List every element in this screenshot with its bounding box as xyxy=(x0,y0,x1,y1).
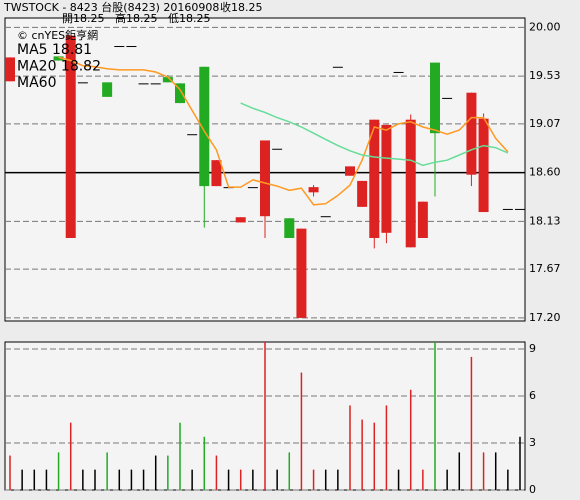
volume-tick-label: 3 xyxy=(529,436,536,449)
candle-body xyxy=(126,46,137,48)
candle-body xyxy=(502,208,513,210)
open-label: 開18.25 xyxy=(62,12,105,25)
high-label: 高18.25 xyxy=(115,11,158,25)
candle-body xyxy=(235,217,246,223)
candle-body xyxy=(296,228,307,318)
candle-body xyxy=(381,124,392,233)
candle-body xyxy=(345,166,355,176)
candle-body xyxy=(5,57,15,82)
candle-body xyxy=(260,140,270,217)
candle-body xyxy=(478,118,489,213)
legend-entry: MA20 18.82 xyxy=(17,59,101,75)
low-label: 低18.25 xyxy=(168,12,211,25)
chart-title: TWSTOCK - 8423 台股(8423) 20160908 xyxy=(3,0,219,14)
y-tick-label: 19.07 xyxy=(529,117,561,130)
legend-entry: MA5 18.81 xyxy=(17,42,92,58)
candle-body xyxy=(430,62,440,134)
volume-tick-label: 6 xyxy=(529,389,536,402)
ma-line xyxy=(240,102,509,167)
candle-body xyxy=(308,187,319,193)
y-tick-label: 17.67 xyxy=(529,262,561,275)
candle-body xyxy=(357,180,368,207)
volume-tick-label: 0 xyxy=(529,483,536,496)
candle-body xyxy=(175,83,185,104)
candle-body xyxy=(150,83,161,85)
source-label: © cnYES鉅亨網 xyxy=(17,28,98,42)
candle-body xyxy=(466,92,477,175)
y-tick-label: 17.20 xyxy=(529,311,561,324)
volume-tick-label: 9 xyxy=(529,342,536,355)
y-tick-label: 18.13 xyxy=(529,214,561,227)
close-label: 收18.25 xyxy=(220,0,263,14)
candle-body xyxy=(102,82,113,97)
candle-body xyxy=(247,187,258,189)
candle-body xyxy=(369,119,380,238)
candle-body xyxy=(442,97,453,99)
y-tick-label: 20.00 xyxy=(529,20,561,33)
candle-body xyxy=(405,119,416,248)
candle-body xyxy=(284,218,295,238)
candle-body xyxy=(162,77,173,83)
legend-entry: MA60 xyxy=(17,75,56,91)
candle-body xyxy=(138,83,149,85)
candle-body xyxy=(417,201,428,238)
candle-body xyxy=(515,208,525,210)
marks: 20.00 19.53 19.07 18.60 18.13 17.67 17.20 0 3 6 9 M… xyxy=(5,20,561,496)
candle-body xyxy=(393,71,404,73)
candle-body xyxy=(199,66,210,187)
candle-body xyxy=(187,134,198,136)
candle-body xyxy=(320,216,331,218)
ma-line xyxy=(58,56,509,206)
y-tick-label: 18.60 xyxy=(529,166,561,179)
y-tick-label: 19.53 xyxy=(529,69,561,82)
candle-body xyxy=(114,46,125,48)
candle-body xyxy=(53,56,64,61)
candle-body xyxy=(332,66,343,68)
candle-body xyxy=(65,35,76,238)
candle-body xyxy=(211,160,222,187)
candle-body xyxy=(272,148,283,150)
candle-body xyxy=(77,82,88,84)
